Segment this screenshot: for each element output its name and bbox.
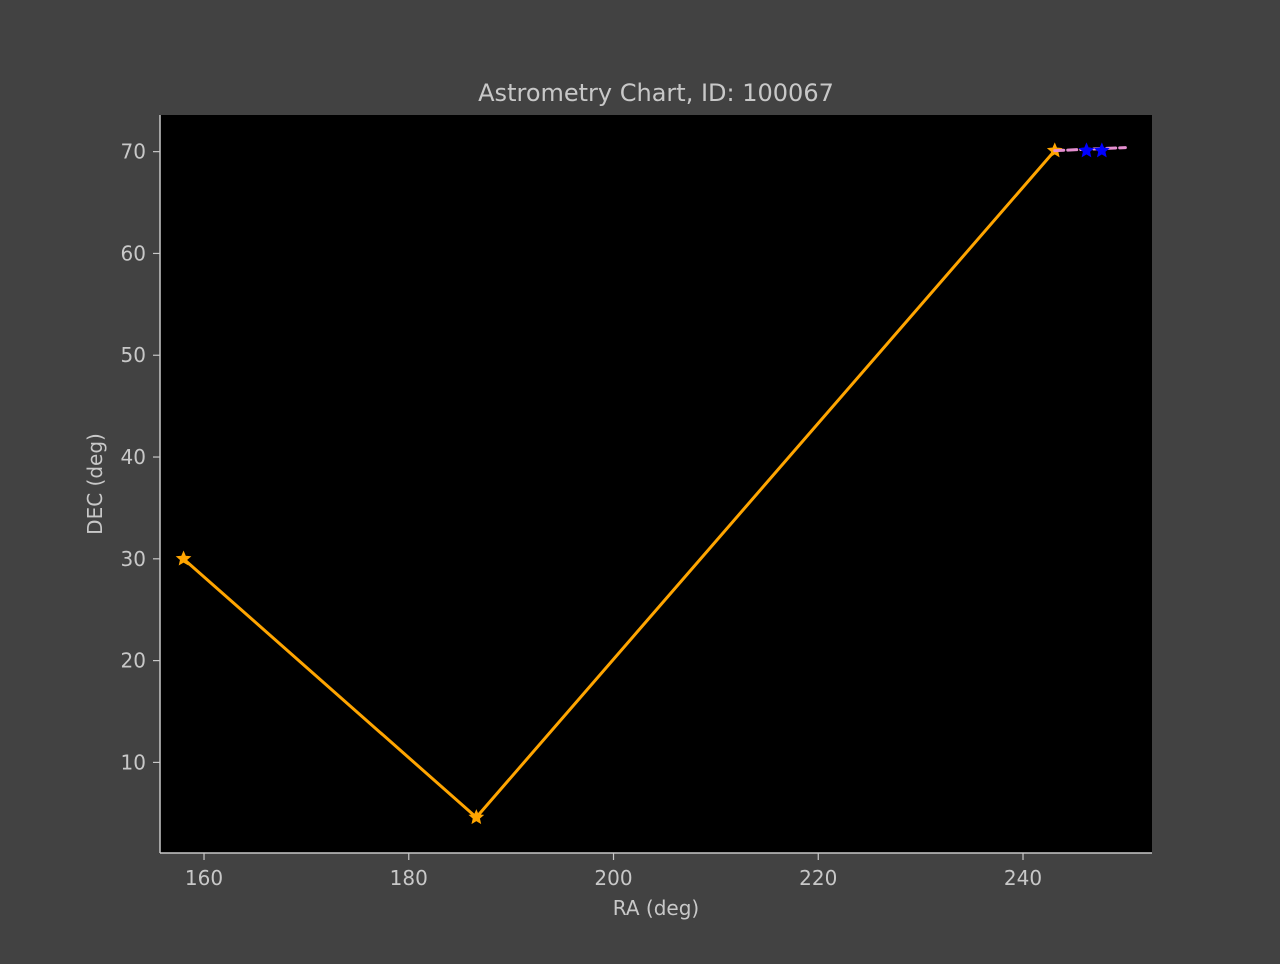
y-axis-label: DEC (deg) [83, 433, 107, 535]
y-tick-label: 60 [121, 241, 146, 265]
y-tick-label: 30 [121, 547, 146, 571]
marks-layer [175, 142, 1127, 825]
x-tick-label: 160 [185, 866, 223, 890]
x-axis-label: RA (deg) [613, 896, 699, 920]
data-point-star [175, 550, 192, 566]
x-tick-label: 200 [594, 866, 632, 890]
plot-area [160, 115, 1152, 853]
ticks-layer: 160 180 200 220 240 10 20 30 40 50 60 70 [121, 140, 1043, 890]
y-tick-label: 10 [121, 750, 146, 774]
x-tick-label: 220 [799, 866, 837, 890]
y-tick-label: 70 [121, 140, 146, 164]
y-tick-label: 20 [121, 649, 146, 673]
y-tick-label: 50 [121, 343, 146, 367]
x-tick-label: 240 [1004, 866, 1042, 890]
data-point-star [1093, 142, 1110, 158]
x-tick-label: 180 [390, 866, 428, 890]
data-point-star [1078, 142, 1095, 158]
chart-title: Astrometry Chart, ID: 100067 [478, 79, 834, 107]
y-tick-label: 40 [121, 445, 146, 469]
axes-layer [159, 115, 1152, 854]
data-point-star [468, 809, 485, 825]
